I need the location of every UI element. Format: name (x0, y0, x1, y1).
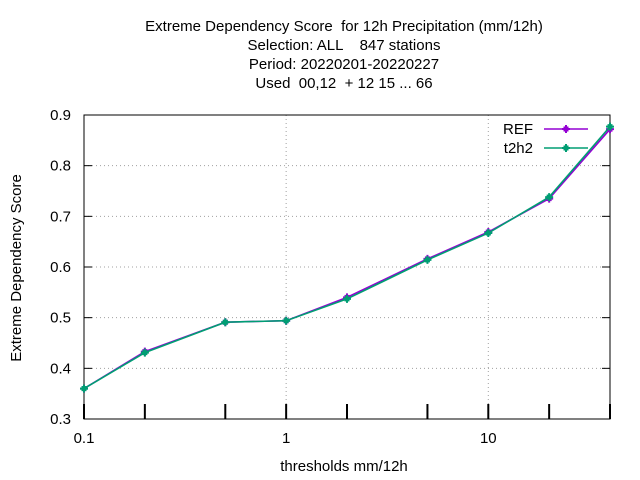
x-axis-title: thresholds mm/12h (280, 458, 408, 475)
series-line-t2h2 (83, 126, 611, 390)
y-axis-ticks: 0.3 0.4 0.5 0.6 0.7 0.8 0.9 (50, 107, 610, 428)
data-point-core (344, 296, 350, 302)
chart-subtitle-used: Used 00,12 + 12 15 ... 66 (255, 75, 433, 92)
y-tick-label: 0.5 (50, 310, 71, 327)
x-tick-label: 10 (480, 430, 497, 447)
y-tick-label: 0.9 (50, 107, 71, 124)
chart-subtitle-selection: Selection: ALL 847 stations (247, 37, 441, 54)
axes (83, 114, 611, 420)
data-point-core (607, 124, 613, 130)
y-tick-label: 0.7 (50, 208, 71, 225)
data-point-core (424, 257, 430, 263)
y-tick-label: 0.3 (50, 411, 71, 428)
data-point-core (142, 350, 148, 356)
x-tick-label: 0.1 (74, 430, 95, 447)
data-point-core (222, 319, 228, 325)
data-point-core (485, 230, 491, 236)
legend: REF t2h2 (503, 121, 588, 157)
data-point-core (546, 194, 552, 200)
y-tick-label: 0.4 (50, 360, 71, 377)
series-line-ref (83, 128, 611, 390)
chart-subtitle-period: Period: 20220201-20220227 (248, 56, 440, 73)
grid-lines (84, 115, 610, 419)
plot-frame (83, 114, 611, 420)
data-point-core (283, 318, 289, 324)
data-series (80, 122, 614, 393)
series-t2h2 (80, 122, 614, 393)
y-axis-title: Extreme Dependency Score (8, 174, 25, 362)
legend-marker-ref-core (563, 126, 569, 132)
legend-label-ref: REF (503, 121, 533, 138)
legend-label-t2h2: t2h2 (504, 140, 533, 157)
legend-marker-t2h2-core (563, 145, 569, 151)
x-axis-ticks: 0.1 1 10 (74, 404, 611, 447)
data-point-core (81, 386, 87, 392)
chart-title: Extreme Dependency Score for 12h Precipi… (145, 18, 543, 35)
y-tick-label: 0.6 (50, 259, 71, 276)
y-tick-label: 0.8 (50, 158, 71, 175)
x-tick-label: 1 (282, 430, 290, 447)
